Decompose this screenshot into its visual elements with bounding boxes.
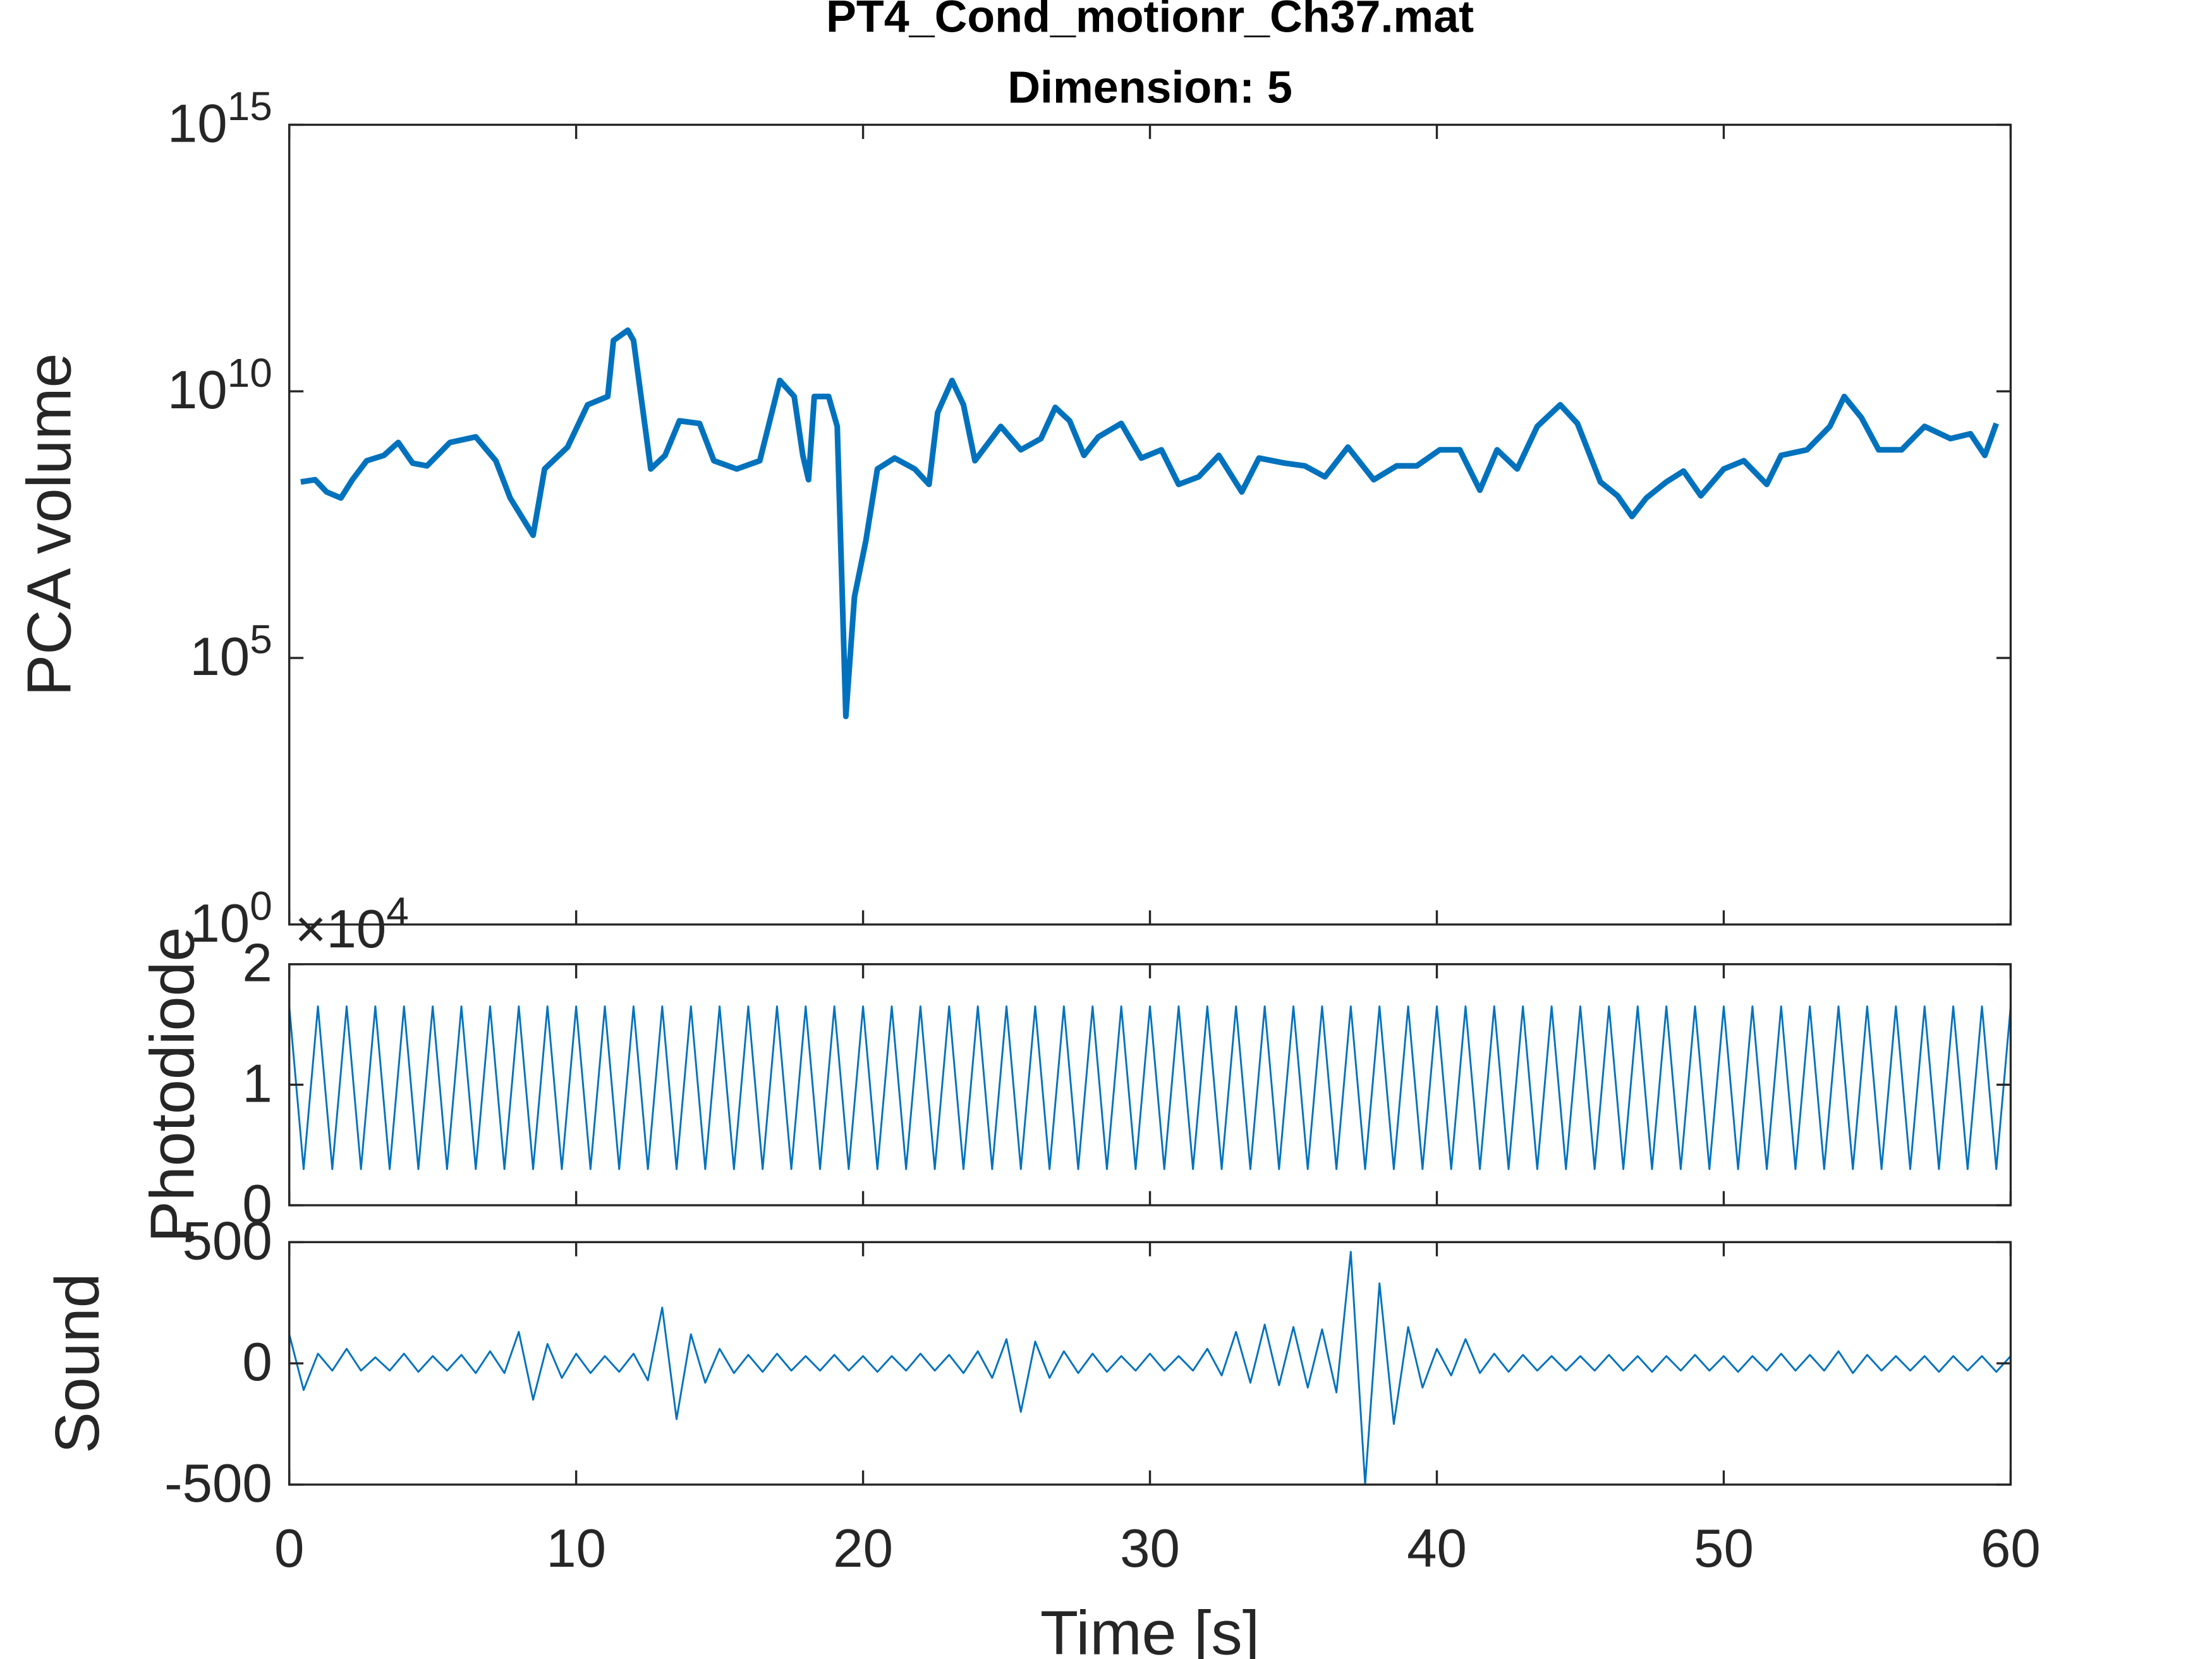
data-line <box>288 1005 2012 1170</box>
chart-title: PT4_Cond_motionr_Ch37.mat <box>826 0 1474 42</box>
x-tick-label: 0 <box>274 1519 304 1579</box>
x-axis-label: Time [s] <box>1040 1598 1260 1659</box>
x-tick-label: 60 <box>1981 1519 2041 1579</box>
y-axis-label: Sound <box>42 1273 112 1454</box>
y-tick-label: 100 <box>190 883 272 953</box>
y-tick-label: 105 <box>190 617 272 687</box>
chart-subtitle: Dimension: 5 <box>1007 63 1292 113</box>
data-line <box>288 1251 2012 1486</box>
y-tick-label: 2 <box>242 933 272 994</box>
x-tick-label: 10 <box>546 1519 606 1579</box>
x-tick-label: 20 <box>833 1519 893 1579</box>
y-axis-label: PCA volume <box>14 353 83 696</box>
y-tick-label: 0 <box>242 1174 272 1234</box>
x-tick-label: 30 <box>1120 1519 1180 1579</box>
y-axis-label: Photodiode <box>138 927 207 1243</box>
x-tick-label: 50 <box>1694 1519 1754 1579</box>
y-tick-label: 500 <box>183 1211 272 1271</box>
y-tick-label: 1 <box>242 1054 272 1114</box>
y-tick-label: -500 <box>164 1454 272 1514</box>
y-tick-label: 0 <box>242 1332 272 1392</box>
data-line <box>300 327 1999 720</box>
x-tick-label: 40 <box>1407 1519 1467 1579</box>
